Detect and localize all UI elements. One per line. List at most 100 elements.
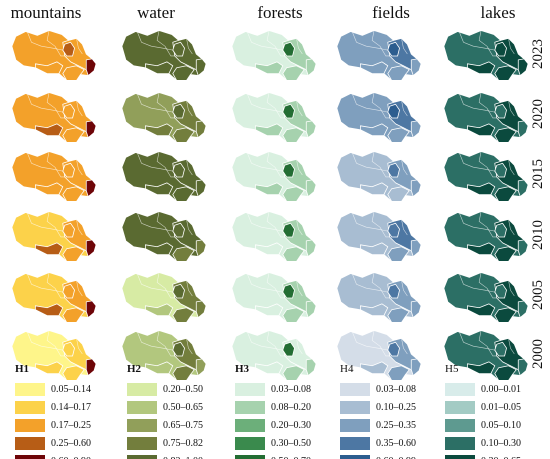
legend-label: 0.03–0.08	[271, 383, 311, 395]
legend-item: 0.25–0.60	[15, 434, 91, 452]
region-sw	[255, 182, 284, 195]
legend-label: 0.20–0.50	[163, 383, 203, 395]
region-se	[282, 246, 305, 262]
legend-swatch	[127, 436, 157, 450]
region-tip	[410, 120, 422, 138]
region-border	[76, 159, 83, 176]
region-se	[494, 65, 517, 81]
region-border	[473, 345, 495, 351]
region-se	[172, 186, 195, 202]
region-border	[54, 108, 65, 119]
region-border	[247, 94, 262, 109]
region-border	[156, 211, 166, 228]
region-border	[151, 166, 173, 172]
region-border	[366, 45, 388, 51]
region-border	[508, 38, 515, 55]
region-nd	[494, 162, 507, 178]
region-border	[151, 287, 173, 293]
region-border	[261, 345, 283, 351]
region-border	[186, 280, 193, 297]
region-nd	[282, 341, 295, 357]
choropleth-map-fields-2010	[336, 211, 422, 262]
choropleth-map-lakes-2000	[443, 330, 529, 381]
region-border	[274, 227, 285, 238]
region-se	[387, 127, 410, 143]
legend-label: 0.25–0.60	[51, 437, 91, 449]
region-tip	[410, 300, 422, 318]
region-nd	[387, 222, 400, 238]
region-border	[156, 330, 166, 347]
legend-title: H1	[15, 363, 30, 375]
region-nd	[282, 162, 295, 178]
legend-swatch	[15, 454, 45, 459]
region-se	[387, 246, 410, 262]
region-se	[494, 307, 517, 323]
region-nd	[282, 283, 295, 299]
region-border	[247, 213, 262, 228]
region-border	[508, 280, 515, 297]
legend-item: 0.35–0.60	[340, 434, 416, 452]
region-se	[387, 365, 410, 381]
region-se	[62, 307, 85, 323]
legend-swatch	[235, 382, 265, 396]
region-sw	[35, 303, 64, 316]
legend-item: 0.03–0.08	[235, 380, 311, 398]
region-tip	[305, 120, 317, 138]
legend-swatch	[340, 436, 370, 450]
region-border	[46, 272, 56, 289]
choropleth-map-water-2010	[121, 211, 207, 262]
legend-swatch	[15, 400, 45, 414]
region-tip	[85, 179, 97, 197]
legend-item: 0.00–0.01	[445, 380, 521, 398]
region-border	[352, 32, 367, 47]
region-border	[473, 45, 495, 51]
region-border	[371, 272, 381, 289]
region-sw	[360, 242, 389, 255]
choropleth-map-water-2015	[121, 151, 207, 202]
region-tip	[85, 358, 97, 376]
year-label-2023: 2023	[530, 39, 546, 69]
legend-item: 0.82–1.00	[127, 452, 203, 459]
region-border	[186, 219, 193, 236]
legend-title: H4	[340, 363, 354, 375]
region-tip	[305, 300, 317, 318]
region-sw	[145, 242, 174, 255]
region-border	[296, 338, 303, 355]
region-se	[172, 307, 195, 323]
region-border	[27, 213, 42, 228]
choropleth-map-water-2020	[121, 92, 207, 143]
region-se	[282, 127, 305, 143]
region-nd	[387, 41, 400, 57]
region-border	[478, 30, 488, 47]
region-border	[151, 345, 173, 351]
region-tip	[517, 300, 529, 318]
region-border	[41, 226, 63, 232]
region-border	[379, 288, 390, 299]
legend-title: H5	[445, 363, 459, 375]
region-nd	[62, 341, 75, 357]
year-label-2020: 2020	[530, 99, 546, 129]
region-nd	[494, 222, 507, 238]
region-border	[486, 167, 497, 178]
legend-label: 0.10–0.30	[481, 437, 521, 449]
region-border	[27, 94, 42, 109]
region-border	[352, 332, 367, 347]
region-sw	[360, 123, 389, 136]
region-tip	[195, 120, 207, 138]
choropleth-map-forests-2023	[231, 30, 317, 81]
region-border	[352, 213, 367, 228]
region-border	[46, 92, 56, 109]
region-tip	[410, 179, 422, 197]
region-border	[27, 153, 42, 168]
legend-item: 0.30–0.50	[235, 434, 311, 452]
region-tip	[410, 358, 422, 376]
region-border	[41, 45, 63, 51]
region-border	[296, 219, 303, 236]
region-border	[76, 338, 83, 355]
region-tip	[305, 58, 317, 76]
region-border	[54, 346, 65, 357]
column-header-forests: forests	[257, 3, 303, 22]
column-header-mountains: mountains	[10, 3, 82, 22]
region-border	[486, 227, 497, 238]
legend-swatch	[445, 436, 475, 450]
